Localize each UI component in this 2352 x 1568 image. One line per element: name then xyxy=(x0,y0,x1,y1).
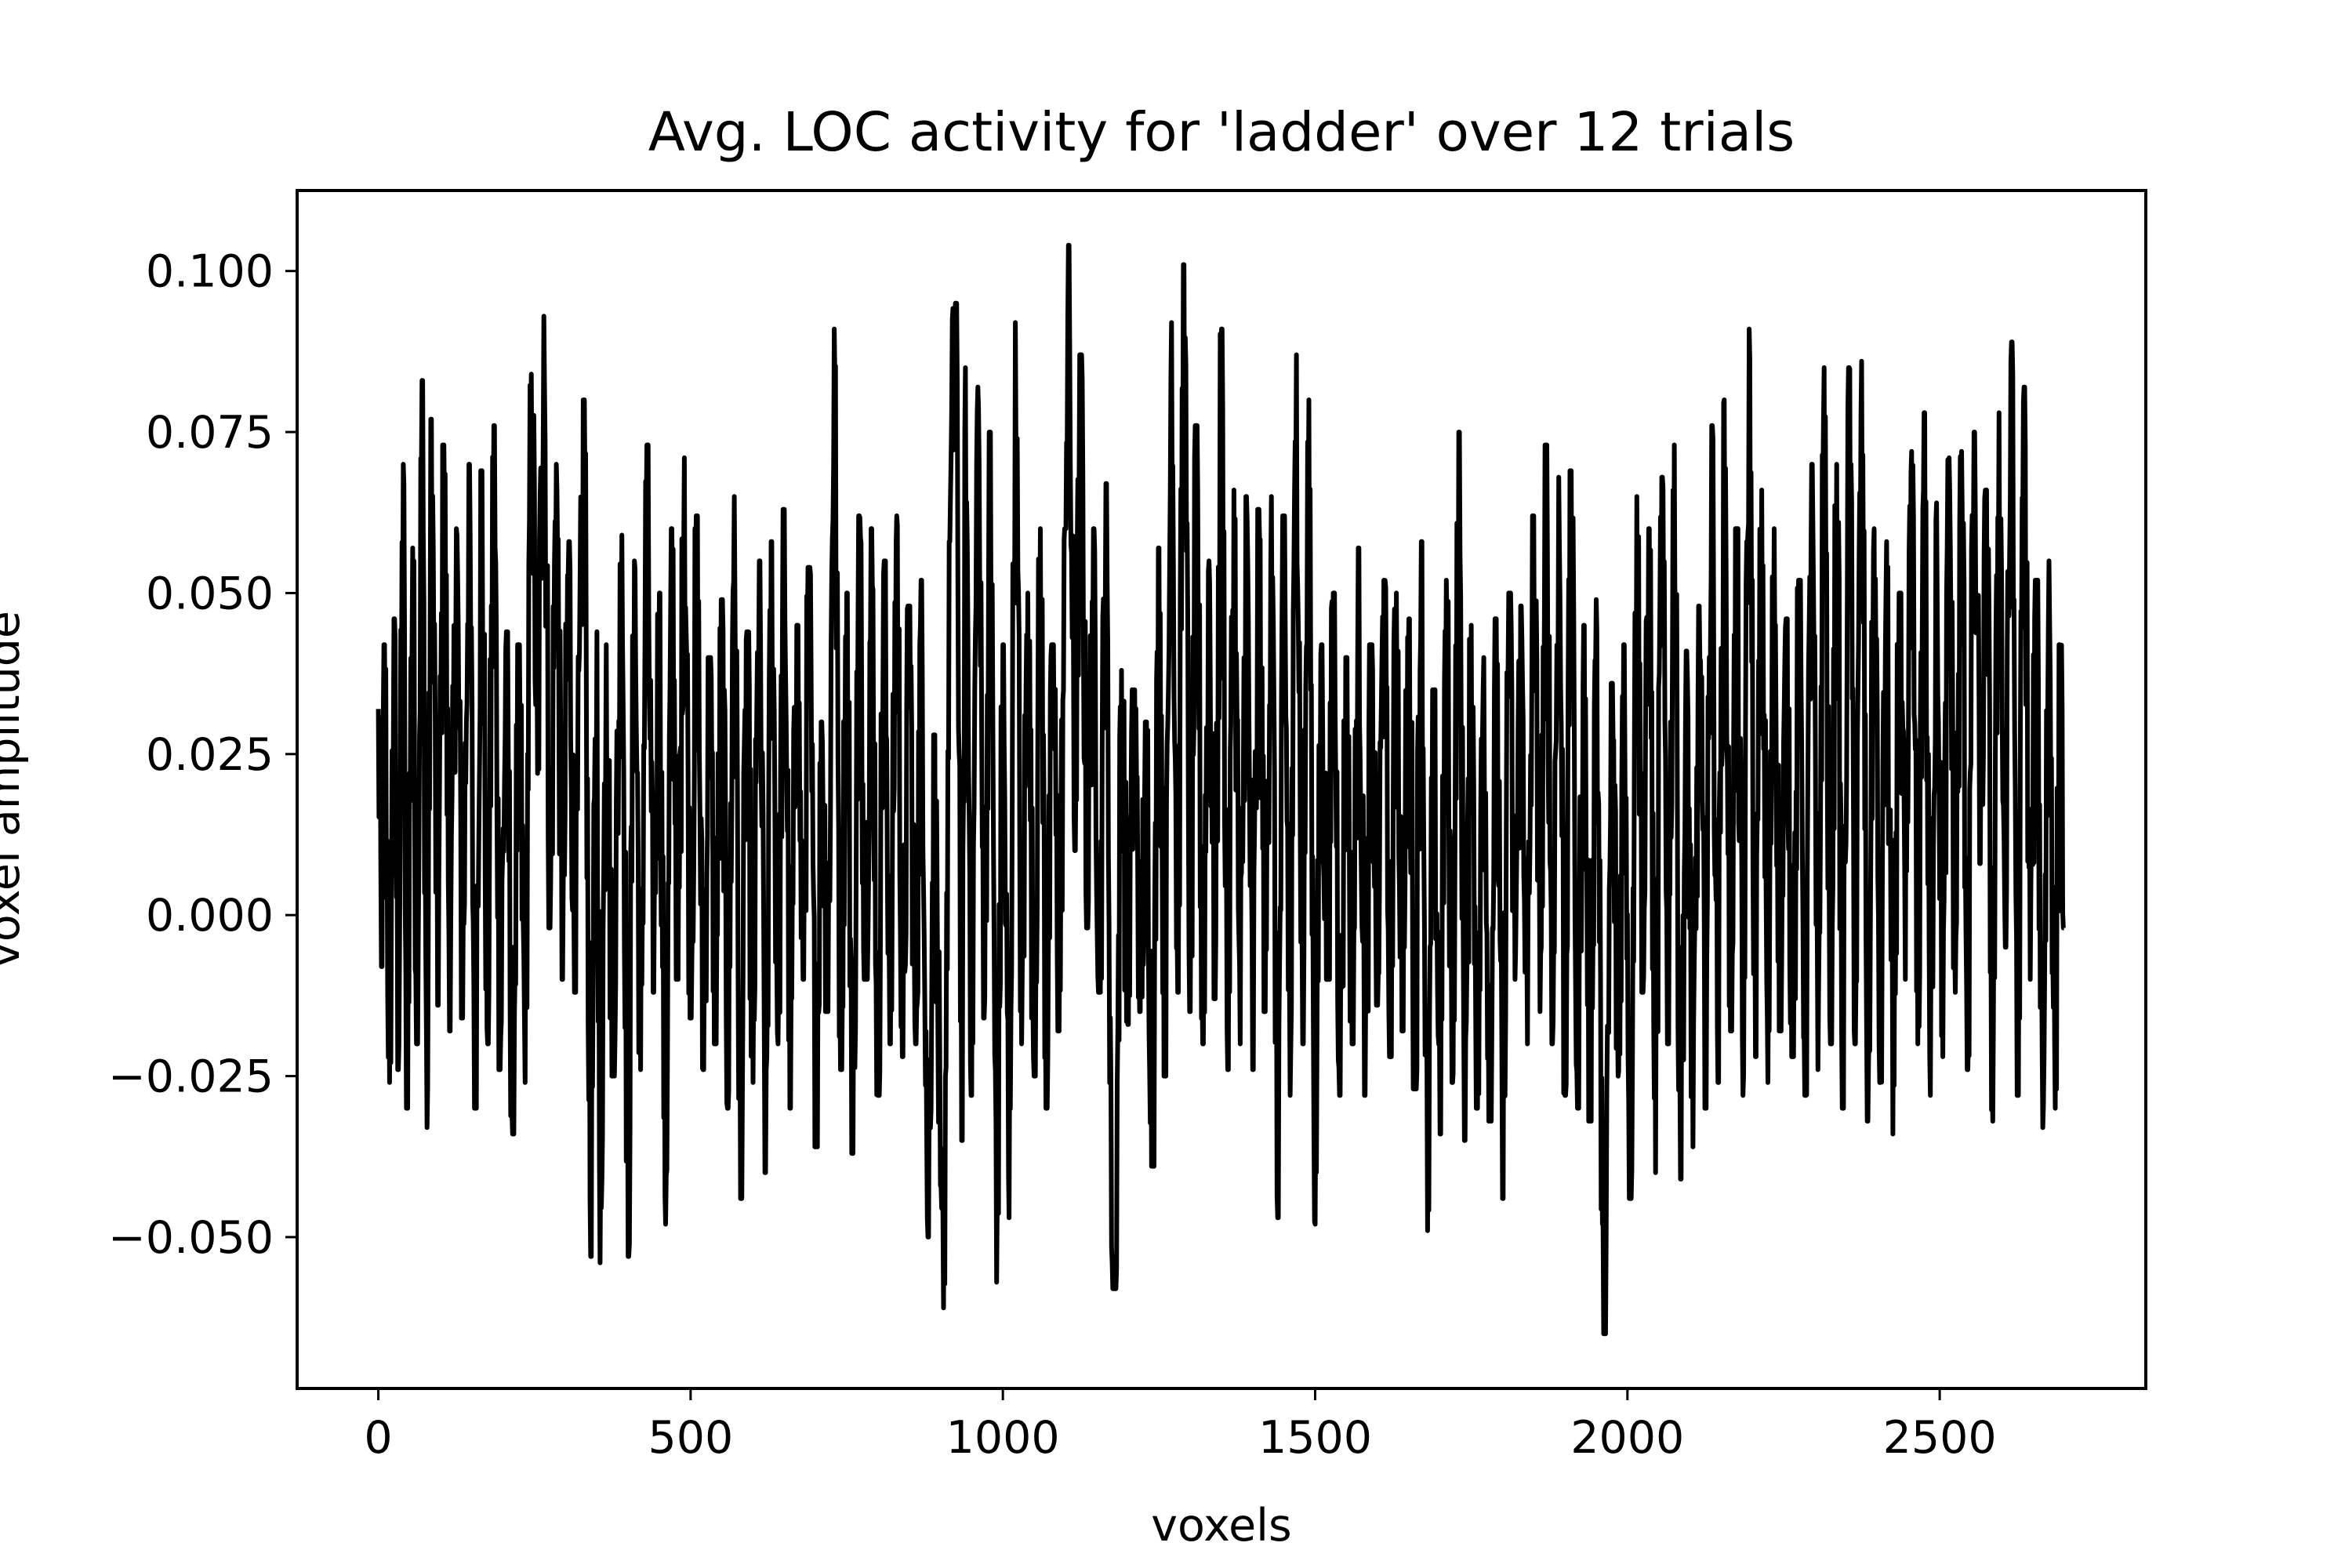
series-group xyxy=(376,242,2066,1337)
y-tick-label: 0.025 xyxy=(146,729,274,781)
x-tick-label: 2500 xyxy=(1883,1412,1997,1464)
y-tick-label: −0.050 xyxy=(108,1212,274,1264)
y-tick-label: 0.050 xyxy=(146,568,274,619)
y-tick-label: 0.000 xyxy=(146,890,274,942)
y-tick-label: 0.100 xyxy=(146,246,274,298)
x-axis: 0 500 1000 1500 2000 2500 xyxy=(364,1388,1997,1464)
y-axis: −0.050 −0.025 0.000 0.025 0.050 0.075 0.100 xyxy=(108,246,297,1264)
chart-title: Avg. LOC activity for 'ladder' over 12 t… xyxy=(648,101,1795,164)
y-tick-label: 0.075 xyxy=(146,407,274,459)
x-tick-label: 1000 xyxy=(946,1412,1060,1464)
x-axis-label: voxels xyxy=(1151,1500,1291,1552)
plot-area-frame xyxy=(296,189,2147,1390)
series-line-voxel-amplitude xyxy=(376,242,2066,1337)
x-tick-label: 2000 xyxy=(1570,1412,1684,1464)
x-tick-label: 1500 xyxy=(1258,1412,1372,1464)
y-tick-label: −0.025 xyxy=(108,1051,274,1103)
x-tick-label: 500 xyxy=(648,1412,733,1464)
x-tick-label: 0 xyxy=(364,1412,392,1464)
y-axis-label: voxel amplitude xyxy=(0,611,30,968)
